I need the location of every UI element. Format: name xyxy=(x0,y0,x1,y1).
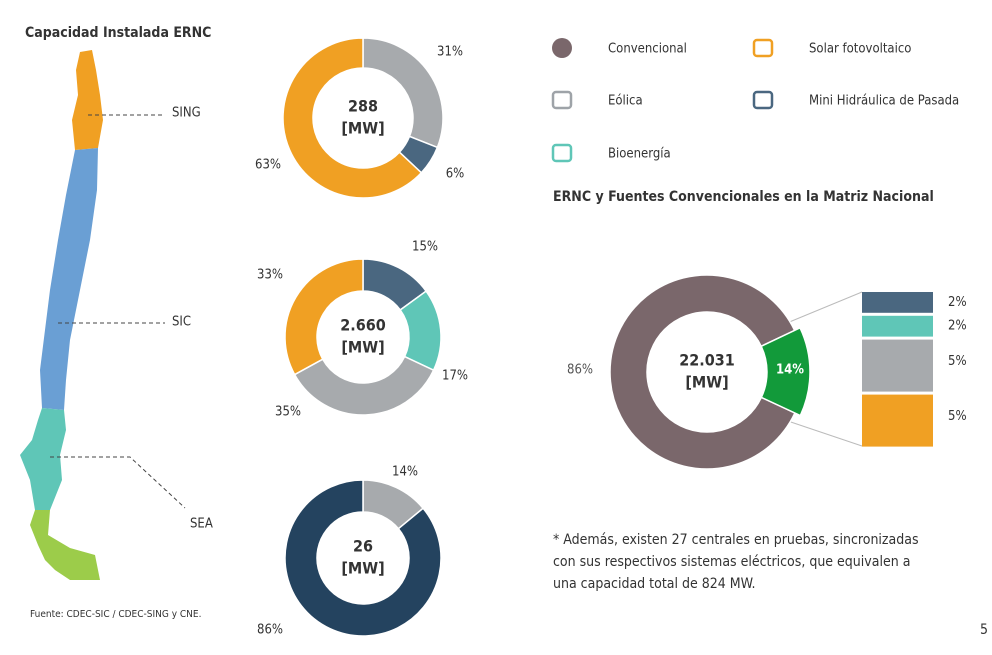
value-label: 35% xyxy=(275,405,301,420)
legend-label: Mini Hidráulica de Pasada xyxy=(809,94,959,109)
chart-title: ERNC y Fuentes Convencionales en la Matr… xyxy=(553,189,934,205)
center-unit: [MW] xyxy=(685,373,728,392)
donut-segment xyxy=(293,355,435,416)
bar-segment xyxy=(862,315,933,337)
note: * Además, existen 27 centrales en prueba… xyxy=(553,532,919,548)
value-label: 5% xyxy=(948,354,967,369)
value-label: 6% xyxy=(446,167,465,182)
legend-swatch xyxy=(551,143,573,163)
map-south xyxy=(30,510,100,580)
bar-segment xyxy=(862,339,933,392)
leader xyxy=(50,456,186,509)
value-label: 2% xyxy=(948,319,967,334)
legend-label: Bioenergía xyxy=(608,147,671,162)
value-label: 86% xyxy=(567,363,593,378)
map-sing xyxy=(72,50,103,150)
center-unit: [MW] xyxy=(341,119,384,138)
value-label: 5% xyxy=(948,409,967,424)
donut-segment xyxy=(284,258,364,376)
region-label: SEA xyxy=(190,517,213,532)
center-unit: [MW] xyxy=(341,559,384,578)
legend-swatch xyxy=(752,90,774,110)
bar-segment xyxy=(862,394,933,447)
map-sea xyxy=(20,408,66,510)
value-label: 33% xyxy=(257,268,283,283)
value-label: 2% xyxy=(948,295,967,310)
center-unit: [MW] xyxy=(341,338,384,357)
page-number: 5 xyxy=(980,622,988,638)
map-sic xyxy=(40,148,98,410)
legend-swatch xyxy=(752,38,774,58)
note: una capacidad total de 824 MW. xyxy=(553,576,755,592)
title: Capacidad Instalada ERNC xyxy=(25,25,211,41)
note: con sus respectivos sistemas eléctricos,… xyxy=(553,554,910,570)
donut-segment xyxy=(760,326,811,417)
value-label: 86% xyxy=(257,623,283,638)
bar-segment xyxy=(862,292,933,313)
legend-label: Convencional xyxy=(608,42,687,57)
legend-swatch xyxy=(552,38,572,58)
legend-swatch xyxy=(551,90,573,110)
center-label: 2.660 xyxy=(340,316,386,335)
value-label: 31% xyxy=(437,45,463,60)
value-label: 14% xyxy=(392,465,418,480)
region-label: SING xyxy=(172,106,201,121)
legend-label: Eólica xyxy=(608,94,643,109)
value-label: 17% xyxy=(442,369,468,384)
center-label: 288 xyxy=(348,97,378,116)
value-label: 63% xyxy=(255,158,281,173)
value-label: 14% xyxy=(776,363,804,378)
legend-label: Solar fotovoltaico xyxy=(809,42,911,57)
source: Fuente: CDEC-SIC / CDEC-SING y CNE. xyxy=(30,609,201,620)
value-label: 15% xyxy=(412,240,438,255)
donut-segment xyxy=(282,37,423,199)
donut-segment xyxy=(284,479,442,637)
center-label: 26 xyxy=(353,537,373,556)
donut-segment xyxy=(609,274,796,470)
center-label: 22.031 xyxy=(679,351,735,370)
map xyxy=(20,50,186,580)
region-label: SIC xyxy=(172,315,191,330)
